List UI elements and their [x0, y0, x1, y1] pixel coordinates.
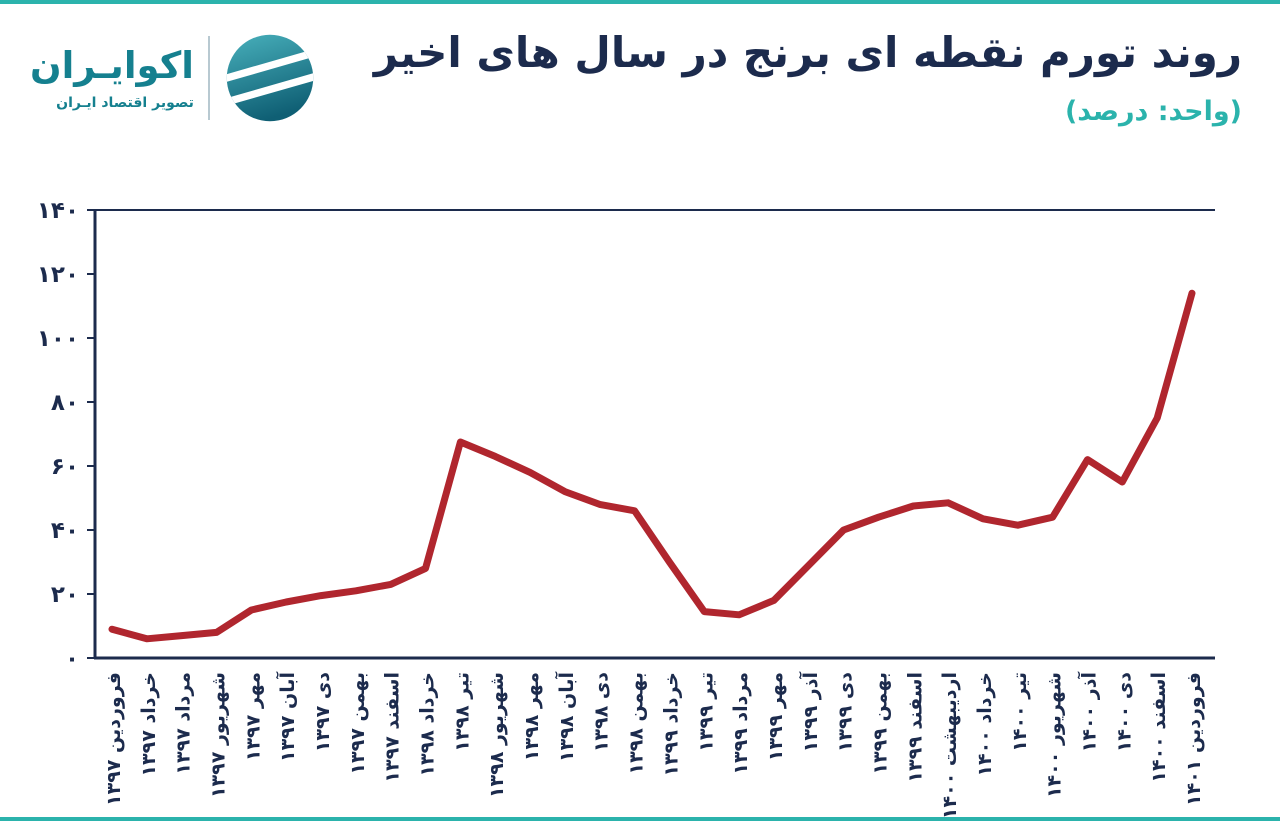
- chart-title: روند تورم نقطه ای برنج در سال های اخیر: [373, 28, 1242, 77]
- x-axis-tick-label: آذر ۱۴۰۰: [1076, 672, 1100, 753]
- bottom-accent-bar: [0, 817, 1280, 821]
- x-axis-tick-label: خرداد ۱۳۹۸: [417, 672, 439, 777]
- x-axis-tick-label: دی ۱۳۹۹: [835, 672, 857, 752]
- brand-name: اکوایـران: [30, 44, 194, 88]
- title-block: روند تورم نقطه ای برنج در سال های اخیر (…: [374, 28, 1242, 127]
- x-axis-tick-label: آبان ۱۳۹۷: [275, 672, 299, 762]
- x-axis-tick-label: آذر ۱۳۹۹: [798, 672, 822, 753]
- x-axis-tick-label: اسفند ۱۳۹۹: [904, 672, 926, 783]
- x-axis-tick-label: اسفند ۱۴۰۰: [1148, 672, 1170, 783]
- rice-inflation-line-chart: ۰ ۲۰ ۴۰ ۶۰ ۸۰ ۱۰۰ ۱۲۰ ۱۴۰ فروردین ۱۳۹۷ خرداد ۱۳۹۷…: [37, 198, 1215, 819]
- x-axis-tick-label: تیر ۱۳۹۹: [695, 672, 717, 752]
- logo-divider: [207, 36, 210, 120]
- y-axis-tick-label: ۲۰: [51, 582, 79, 608]
- y-axis-tick-label: ۴۰: [51, 518, 79, 544]
- x-axis-tick-label: بهمن ۱۳۹۸: [626, 672, 648, 775]
- y-axis-tick-label: ۰: [65, 646, 79, 672]
- y-axis-tick-label: ۶۰: [51, 454, 79, 480]
- y-axis-tick-label: ۸۰: [51, 390, 79, 416]
- x-axis-tick-label: خرداد ۱۳۹۹: [660, 672, 682, 777]
- x-axis-tick-label: فروردین ۱۳۹۷: [103, 672, 125, 806]
- x-axis-tick-label: شهریور ۱۴۰۰: [1044, 672, 1066, 798]
- chart-unit-label: (واحد: درصد): [1064, 96, 1242, 128]
- x-axis-tick-label: آبان ۱۳۹۸: [554, 672, 578, 762]
- x-axis-tick-label: تیر ۱۴۰۰: [1009, 672, 1031, 752]
- inflation-line-series: [108, 289, 1196, 643]
- x-axis-tick-label: مهر ۱۳۹۸: [521, 672, 543, 761]
- brand-logo-icon: [226, 34, 314, 122]
- x-axis-tick-label: خرداد ۱۳۹۷: [138, 672, 160, 777]
- y-axis-tick-label: ۱۲۰: [37, 262, 79, 288]
- x-axis-tick-label: مهر ۱۳۹۷: [242, 672, 264, 761]
- x-axis-tick-label: مرداد ۱۳۹۷: [173, 672, 195, 775]
- top-accent-bar: [0, 0, 1280, 4]
- brand-text-block: اکوایـران تصویر اقتصاد ایـران: [30, 45, 194, 111]
- y-axis-tick-label: ۱۴۰: [37, 198, 79, 224]
- x-axis-tick-label: تیر ۱۳۹۸: [451, 672, 473, 752]
- x-axis-tick-label: اردیبهشت ۱۴۰۰: [939, 672, 961, 819]
- x-axis-tick-label: بهمن ۱۳۹۹: [869, 672, 891, 775]
- x-axis-tick-label: فروردین ۱۴۰۱: [1183, 672, 1205, 806]
- x-axis-tick-label: خرداد ۱۴۰۰: [974, 672, 996, 777]
- x-axis-tick-label: شهریور ۱۳۹۸: [486, 672, 508, 798]
- x-axis-tick-label: دی ۱۳۹۸: [591, 672, 613, 752]
- x-axis-tick-label: بهمن ۱۳۹۷: [347, 672, 369, 775]
- x-axis-tick-label: دی ۱۴۰۰: [1113, 672, 1135, 752]
- x-axis-tick-label: اسفند ۱۳۹۷: [382, 672, 404, 783]
- x-axis-tick-label: دی ۱۳۹۷: [312, 672, 334, 752]
- x-axis-tick-label: شهریور ۱۳۹۷: [208, 672, 230, 798]
- y-axis-tick-label: ۱۰۰: [37, 326, 79, 352]
- brand-tagline: تصویر اقتصاد ایـران: [56, 94, 194, 111]
- brand-logo: اکوایـران تصویر اقتصاد ایـران: [30, 32, 316, 124]
- x-axis-tick-label: مرداد ۱۳۹۹: [730, 672, 752, 775]
- x-axis-tick-label: مهر ۱۳۹۹: [765, 672, 787, 761]
